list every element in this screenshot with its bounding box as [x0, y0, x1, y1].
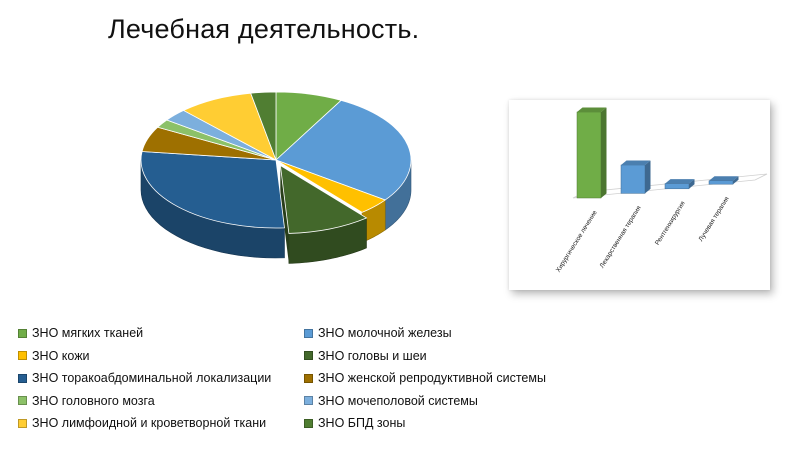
pie-slice: [275, 159, 387, 213]
legend-item: ЗНО мягких тканей: [18, 322, 304, 345]
legend-swatch: [304, 328, 313, 338]
legend-item: ЗНО кожи: [18, 345, 304, 368]
legend-item: ЗНО молочной железы: [304, 322, 604, 345]
legend-item: ЗНО БПД зоны: [304, 412, 604, 435]
pie-legend: ЗНО мягких тканей ЗНО молочной железы ЗН…: [18, 322, 618, 435]
legend-label: ЗНО молочной железы: [318, 326, 452, 341]
legend-swatch: [304, 418, 313, 428]
pie-slice: [279, 164, 368, 234]
legend-item: ЗНО торакоабдоминальной локализации: [18, 367, 304, 390]
legend-swatch: [304, 373, 313, 383]
pie-top-layer: [140, 91, 412, 234]
slide-title: Лечебная деятельность.: [108, 14, 420, 44]
bar: [708, 176, 739, 185]
bar-category-label: Лекарственная терапия: [599, 204, 643, 269]
legend-item: ЗНО лимфоидной и кроветворной ткани: [18, 412, 304, 435]
pie-slice: [140, 151, 285, 229]
pie-slice: [250, 91, 277, 161]
legend-label: ЗНО головного мозга: [32, 393, 155, 408]
legend-item: ЗНО головного мозга: [18, 390, 304, 413]
bar-category-label: Хирургическое лечение: [555, 209, 599, 274]
legend-swatch: [18, 351, 27, 361]
pie-slice: [275, 99, 412, 201]
legend-swatch: [18, 373, 27, 383]
legend-label: ЗНО лимфоидной и кроветворной ткани: [32, 416, 267, 431]
legend-swatch: [304, 396, 313, 406]
bar-chart-card: Хирургическое лечение Лекарственная терап…: [509, 100, 770, 290]
bar: [664, 179, 695, 190]
legend-item: ЗНО головы и шеи: [304, 345, 604, 368]
legend-item: ЗНО мочеполовой системы: [304, 390, 604, 413]
legend-label: ЗНО женской репродуктивной системы: [318, 371, 546, 386]
bar-chart: Хирургическое лечение Лекарственная терап…: [555, 107, 768, 274]
bar: [576, 107, 607, 199]
legend-label: ЗНО торакоабдоминальной локализации: [32, 371, 272, 386]
bar: [620, 160, 651, 194]
legend-label: ЗНО головы и шеи: [318, 348, 427, 363]
legend-swatch: [18, 328, 27, 338]
legend-label: ЗНО БПД зоны: [318, 416, 406, 431]
legend-item: ЗНО женской репродуктивной системы: [304, 367, 604, 390]
bar-category-label: Рентгенхирургия: [654, 200, 687, 247]
bar-category-label: Лучевая терапия: [698, 195, 731, 243]
legend-swatch: [304, 351, 313, 361]
legend-label: ЗНО мягких тканей: [32, 326, 144, 341]
legend-label: ЗНО кожи: [32, 348, 90, 363]
pie-chart: [140, 91, 412, 264]
legend-label: ЗНО мочеполовой системы: [318, 393, 478, 408]
legend-swatch: [18, 418, 27, 428]
legend-swatch: [18, 396, 27, 406]
